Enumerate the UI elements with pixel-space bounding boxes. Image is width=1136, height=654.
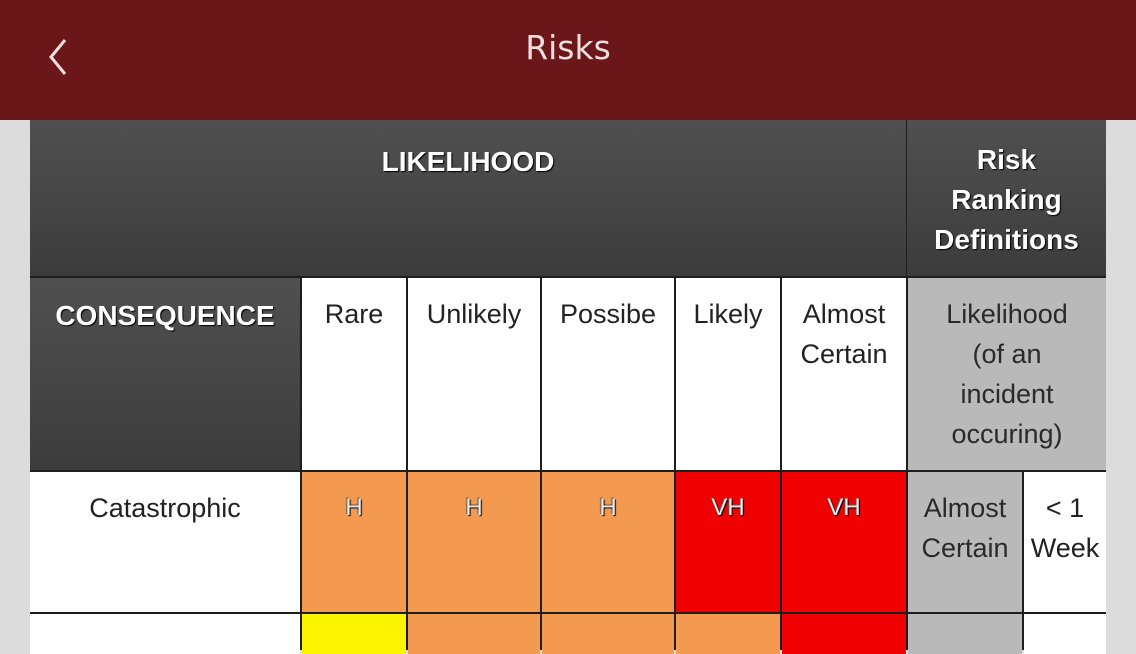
row-label-cell (30, 614, 300, 654)
risk-cell (676, 614, 780, 654)
risk-cell: H (302, 472, 406, 612)
column-header-possibe: Possibe (542, 278, 674, 470)
back-button[interactable] (38, 32, 78, 82)
column-header-likely: Likely (676, 278, 780, 470)
consequence-header: CONSEQUENCE (30, 278, 300, 470)
risk-cell (408, 614, 540, 654)
chevron-left-icon (49, 39, 67, 75)
definition-label (908, 614, 1022, 654)
risk-cell (302, 614, 406, 654)
column-header-rare: Rare (302, 278, 406, 470)
row-label-catastrophic: Catastrophic (30, 472, 300, 612)
likelihood-definition-header: Likelihood (of an incident occuring) (908, 278, 1106, 470)
definition-value (1024, 614, 1106, 654)
page-title: Risks (525, 28, 611, 67)
risk-cell (542, 614, 674, 654)
risk-cell: H (542, 472, 674, 612)
risk-ranking-header: Risk Ranking Definitions (907, 120, 1106, 276)
column-header-unlikely: Unlikely (408, 278, 540, 470)
definition-value: < 1 Week (1024, 472, 1106, 612)
risk-cell: VH (782, 472, 906, 612)
definition-label: Almost Certain (908, 472, 1022, 612)
nav-bar: Risks (0, 0, 1136, 120)
risk-cell: VH (676, 472, 780, 612)
risk-cell (782, 614, 906, 654)
risk-matrix: LIKELIHOOD Risk Ranking Definitions CONS… (30, 120, 1106, 654)
likelihood-header: LIKELIHOOD (30, 120, 906, 276)
risk-cell: H (408, 472, 540, 612)
column-header-almost-certain: Almost Certain (782, 278, 906, 470)
